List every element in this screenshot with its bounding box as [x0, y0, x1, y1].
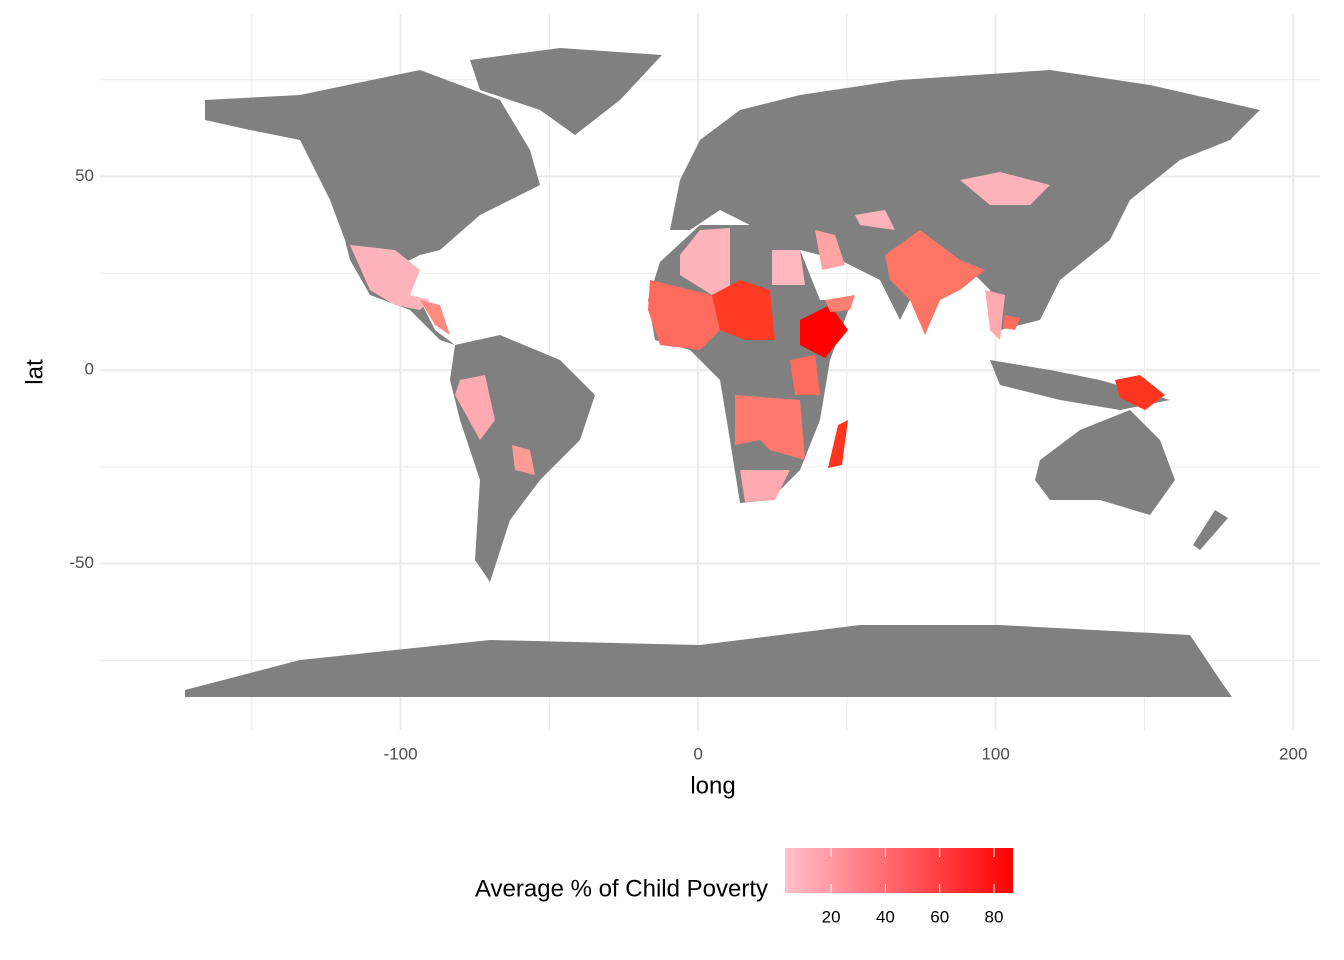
y-tick-label: 50: [75, 166, 94, 185]
y-axis-title: lat: [21, 359, 48, 385]
yemen: [825, 295, 855, 312]
north-africa: [680, 228, 730, 295]
country-fills: [350, 172, 1165, 502]
antarctica: [185, 625, 1232, 697]
legend: 20 40 60 80: [822, 848, 1004, 926]
peru: [455, 375, 495, 440]
north-america: [205, 70, 540, 345]
papua: [1115, 375, 1165, 410]
africa: [648, 225, 852, 503]
india: [885, 230, 985, 335]
central-south-africa: [735, 395, 805, 460]
new-zealand: [1193, 510, 1228, 550]
southern-africa: [740, 470, 790, 502]
southeast-asia: [985, 290, 1005, 340]
central-asia: [855, 210, 895, 230]
legend-title: Average % of Child Poverty: [475, 875, 768, 902]
x-tick-label: 100: [981, 744, 1009, 763]
sahel: [712, 280, 775, 340]
landmasses: [185, 48, 1260, 697]
middle-east: [815, 230, 845, 270]
y-tick-label: 0: [85, 360, 94, 379]
colorbar-tick-label: 40: [876, 907, 895, 926]
x-tick-label: -100: [384, 744, 418, 763]
x-axis-title: long: [690, 772, 735, 799]
bolivia: [512, 445, 535, 475]
y-tick-label: -50: [69, 553, 94, 572]
madagascar: [828, 420, 848, 468]
eurasia: [670, 70, 1260, 330]
mexico: [350, 245, 430, 310]
colorbar-tick-label: 80: [985, 907, 1004, 926]
x-tick-label: 0: [693, 744, 702, 763]
east-africa: [790, 355, 820, 395]
greenland: [470, 48, 662, 135]
colorbar-tick-label: 20: [822, 907, 841, 926]
axes: -100 0 100 200 -50 0 50: [69, 166, 1307, 763]
egypt: [772, 250, 805, 285]
australia: [1035, 410, 1175, 515]
colorbar-tick-label: 60: [930, 907, 949, 926]
mongolia: [960, 172, 1050, 205]
central-america: [420, 300, 450, 335]
ethiopia: [800, 305, 848, 358]
west-africa: [648, 280, 720, 350]
cambodia: [1003, 315, 1020, 330]
colorbar: [785, 848, 1013, 893]
x-tick-label: 200: [1279, 744, 1307, 763]
